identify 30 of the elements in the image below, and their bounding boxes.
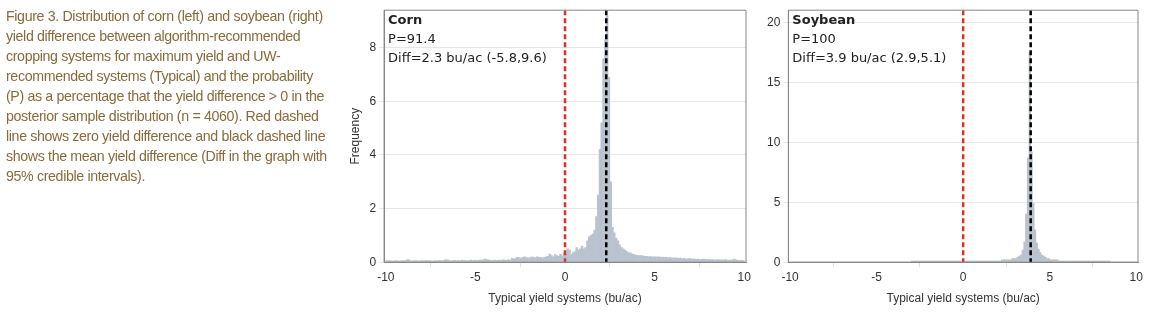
x-tick-label: -10: [377, 269, 395, 284]
x-tick-label: 5: [1046, 269, 1054, 284]
y-tick-label: 4: [369, 147, 377, 162]
annotation: P=91.4: [388, 31, 436, 47]
annotation: Diff=3.9 bu/ac (2.9,5.1): [792, 50, 947, 66]
x-tick-label: 0: [959, 269, 967, 284]
x-tick-label: -5: [871, 269, 883, 284]
y-axis-title: Frequency: [347, 107, 362, 165]
annotation: Diff=2.3 bu/ac (-5.8,9.6): [388, 50, 547, 66]
y-tick-label: 5: [773, 194, 781, 209]
y-tick-label: 0: [369, 254, 377, 269]
x-axis-title: Typical yield systems (bu/ac): [886, 291, 1040, 306]
x-tick-label: -10: [781, 269, 800, 284]
text: Figure 3. Distribution of corn (left) and soybean (right) yield difference between algorithm-recommended cropping systems for maximum yield and UW-recommended systems (Typical) and the probability (P) as a percentage that the yield difference > 0 in the posterior sample distribution (n = 4060). Red dashed line shows zero yield difference and black dashed line shows the mean yield difference (Diff in the graph with 95% credible intervals).: [6, 8, 327, 184]
y-tick-label: 8: [369, 40, 377, 55]
chart-title: Corn: [388, 12, 423, 28]
x-tick-label: 5: [651, 269, 659, 284]
annotation: P=100: [792, 31, 836, 47]
x-tick-label: 10: [1129, 269, 1144, 284]
y-tick-label: 0: [773, 254, 781, 269]
y-tick-label: 15: [766, 74, 781, 89]
y-tick-label: 20: [766, 14, 781, 29]
x-tick-label: 10: [737, 269, 752, 284]
x-tick-label: 0: [561, 269, 569, 284]
x-axis-title: Typical yield systems (bu/ac): [488, 291, 642, 306]
x-tick-label: -5: [470, 269, 482, 284]
y-tick-label: 10: [766, 134, 781, 149]
y-tick-label: 2: [369, 200, 377, 215]
y-tick-label: 6: [369, 93, 377, 108]
chart-title: Soybean: [792, 12, 856, 28]
